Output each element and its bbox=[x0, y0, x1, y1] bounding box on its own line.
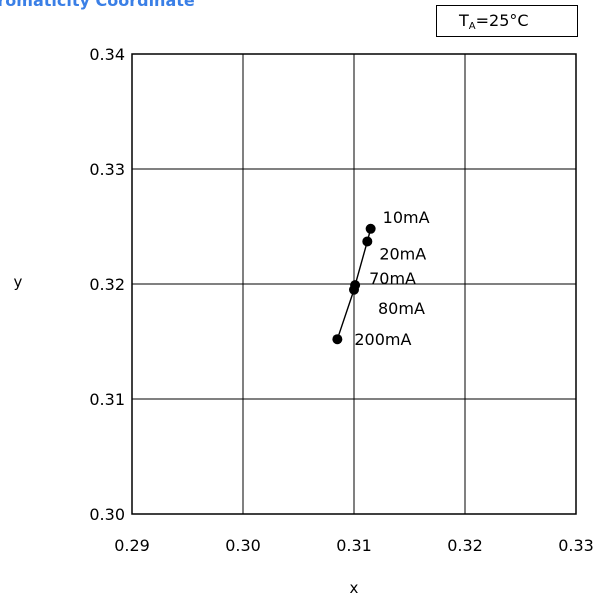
condition-box: TA=25°C bbox=[436, 5, 578, 37]
data-point-label: 80mA bbox=[378, 299, 425, 318]
y-tick-label: 0.34 bbox=[89, 45, 125, 64]
data-point-label: 70mA bbox=[369, 269, 416, 288]
data-point bbox=[349, 284, 359, 295]
x-tick-label: 0.31 bbox=[336, 536, 372, 555]
data-point-label: 10mA bbox=[383, 208, 430, 227]
condition-prefix: T bbox=[459, 11, 469, 30]
x-tick-label: 0.30 bbox=[225, 536, 261, 555]
data-points bbox=[332, 223, 376, 345]
data-point bbox=[365, 223, 376, 234]
x-axis-label: x bbox=[350, 579, 359, 597]
y-tick-label: 0.33 bbox=[89, 160, 125, 179]
condition-subscript: A bbox=[468, 21, 476, 32]
data-point bbox=[362, 236, 373, 247]
data-point bbox=[332, 334, 343, 345]
y-tick-label: 0.32 bbox=[89, 275, 125, 294]
chart-title: hromaticity Coordinate bbox=[0, 0, 195, 10]
y-tick-label: 0.30 bbox=[89, 505, 125, 524]
x-tick-label: 0.32 bbox=[447, 536, 483, 555]
condition-suffix: =25°C bbox=[475, 11, 529, 30]
y-tick-label: 0.31 bbox=[89, 390, 125, 409]
x-tick-label: 0.33 bbox=[558, 536, 594, 555]
y-axis-label: y bbox=[14, 273, 23, 291]
y-tick-labels: 0.30 0.31 0.32 0.33 0.34 bbox=[89, 45, 125, 524]
x-tick-labels: 0.29 0.30 0.31 0.32 0.33 bbox=[114, 536, 594, 555]
data-point-label: 200mA bbox=[354, 330, 411, 349]
x-tick-label: 0.29 bbox=[114, 536, 150, 555]
data-point-label: 20mA bbox=[379, 244, 426, 263]
data-point-labels: 10mA 20mA 70mA 80mA 200mA bbox=[354, 208, 429, 349]
plot-area-frame bbox=[131, 53, 577, 515]
